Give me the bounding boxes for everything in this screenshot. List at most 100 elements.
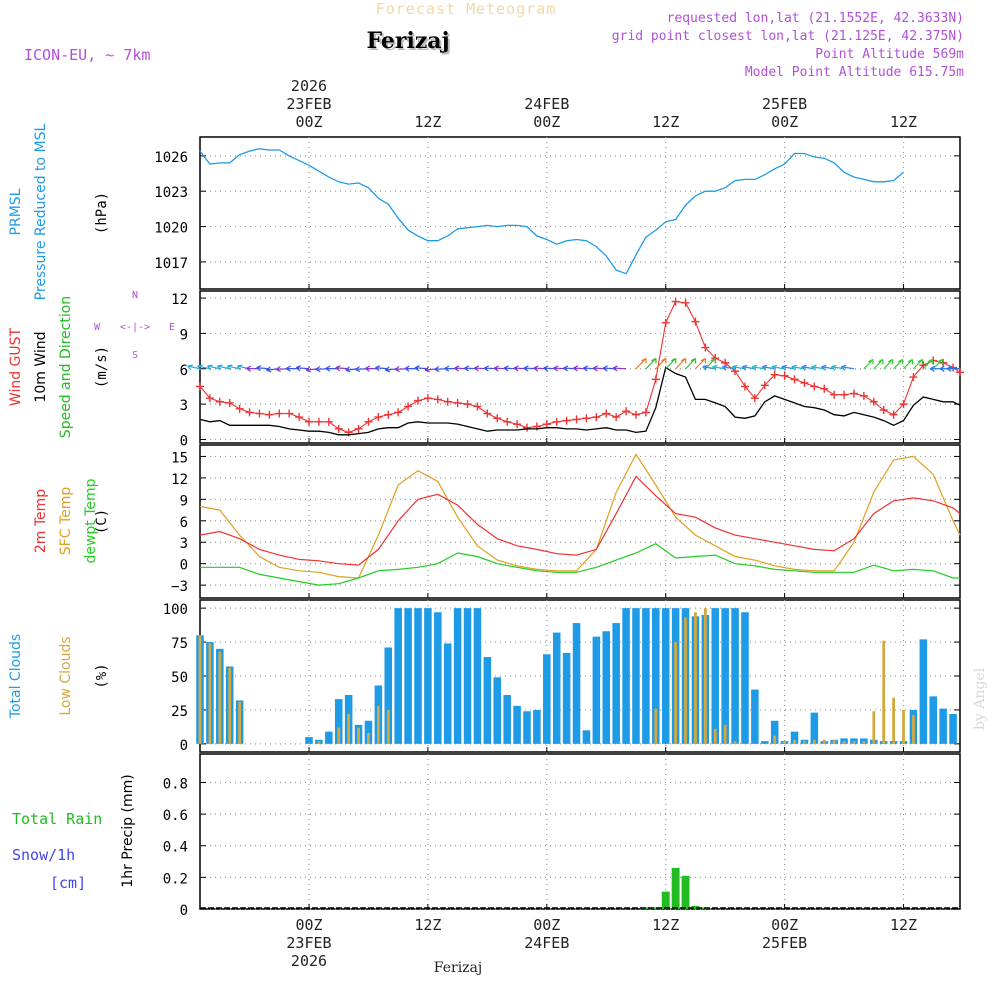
- y-tick-label: 0: [180, 433, 188, 449]
- total-clouds-bar: [473, 608, 482, 744]
- wind-direction-arrow: [335, 365, 349, 372]
- y-tick-label: 1023: [154, 185, 188, 201]
- wind-direction-arrow: [912, 358, 924, 370]
- bottom-hour-label: 00Z: [771, 916, 798, 934]
- gust-point: [295, 413, 304, 422]
- rain-bar: [671, 867, 680, 909]
- low-clouds-bar: [783, 741, 787, 744]
- total-clouds-bar: [810, 712, 819, 744]
- y-tick-label: 15: [171, 450, 188, 466]
- wind-direction-arrow: [922, 358, 934, 370]
- wind-direction-arrow: [655, 357, 667, 370]
- gust-point: [582, 414, 591, 423]
- top-year-label: 2026: [291, 77, 327, 95]
- gust-point: [671, 297, 680, 306]
- y-units-label: (m/s): [94, 346, 110, 388]
- y-tick-label: 0.8: [163, 776, 188, 792]
- wind-direction-arrow: [612, 365, 627, 372]
- bottom-hour-label: 12Z: [890, 916, 917, 934]
- total-clouds-label: Total Clouds: [8, 634, 24, 719]
- wind-direction-arrow: [903, 358, 914, 370]
- wind-direction-arrow: [187, 364, 201, 371]
- pressure-label-long: Pressure Reduced to MSL: [33, 123, 49, 300]
- top-hour-label: 00Z: [771, 113, 798, 131]
- wind-direction-arrow: [731, 364, 746, 371]
- total-clouds-bar: [334, 699, 343, 744]
- gust-point: [562, 416, 571, 425]
- wind-direction-arrow: [217, 364, 230, 371]
- bottom-hour-label: 00Z: [533, 916, 560, 934]
- wind-direction-arrow: [675, 357, 687, 370]
- gust-point: [235, 404, 244, 413]
- total-clouds-bar: [384, 647, 393, 744]
- compass-arrows: <-|->: [120, 322, 150, 333]
- gust-point: [334, 424, 343, 433]
- y-units-label: (hPa): [94, 192, 110, 234]
- gust-point: [433, 395, 442, 404]
- gust-point: [225, 398, 234, 407]
- bottom-hour-label: 12Z: [414, 916, 441, 934]
- total-clouds-bar: [790, 731, 799, 744]
- total-clouds-bar: [453, 608, 462, 744]
- gust-point: [443, 397, 452, 406]
- gust-point: [255, 409, 264, 418]
- gust-point: [641, 408, 650, 417]
- wind-direction-arrow: [761, 364, 775, 371]
- low-clouds-bar: [367, 733, 370, 744]
- top-hour-label: 12Z: [890, 113, 917, 131]
- low-clouds-bar: [347, 714, 351, 744]
- wind-direction-arrow: [722, 364, 736, 371]
- total-clouds-bar: [503, 695, 511, 744]
- y-tick-label: 100: [163, 602, 188, 618]
- wind-direction-arrow: [873, 358, 884, 370]
- total-clouds-bar: [949, 714, 957, 744]
- low-clouds-bar: [694, 612, 697, 744]
- gust-point: [830, 390, 839, 399]
- total-clouds-bar: [602, 631, 611, 744]
- wind-direction-arrow: [702, 364, 716, 371]
- gust-point: [453, 398, 462, 407]
- low-clouds-bar: [872, 711, 876, 744]
- y-tick-label: 3: [180, 398, 188, 414]
- y-tick-label: 0: [180, 903, 188, 919]
- low-clouds-bar: [723, 724, 727, 744]
- y-tick-label: 1017: [154, 256, 188, 272]
- low-clouds-bar: [654, 708, 658, 744]
- compass-west: W: [94, 322, 101, 333]
- gust-point: [483, 409, 492, 418]
- total-clouds-bar: [443, 643, 452, 744]
- y-tick-label: 0.2: [163, 871, 188, 887]
- gust-point: [215, 397, 224, 406]
- low-clouds-bar: [892, 697, 895, 744]
- low-clouds-bar: [684, 617, 687, 744]
- compass-east: E: [169, 322, 175, 333]
- low-clouds-bar: [317, 741, 321, 744]
- gust-point: [413, 396, 422, 405]
- gust-point: [423, 394, 432, 403]
- wind-direction-arrow: [883, 358, 894, 370]
- dewpoint-label: dewpt Temp: [83, 478, 99, 563]
- low-clouds-bar: [812, 739, 816, 744]
- gust-point: [374, 413, 383, 422]
- top-hour-label: 00Z: [295, 113, 322, 131]
- wind-direction-arrow: [781, 364, 795, 371]
- low-clouds-bar: [376, 705, 380, 744]
- low-clouds-bar: [357, 727, 360, 744]
- low-clouds-bar: [852, 741, 856, 744]
- bottom-day-label: 23FEB: [286, 934, 331, 952]
- sfc-temp-line: [199, 453, 961, 579]
- gust-point: [314, 417, 323, 426]
- total-clouds-bar: [770, 720, 779, 744]
- gust-point: [780, 371, 789, 380]
- gust-point: [542, 420, 551, 429]
- total-clouds-bar: [463, 608, 472, 744]
- compass-north: N: [132, 290, 138, 301]
- gust-point: [949, 363, 958, 372]
- total-clouds-bar: [483, 657, 492, 744]
- total-clouds-bar: [572, 623, 581, 744]
- pressure-label-short: PRMSL: [8, 188, 24, 235]
- gust-point: [691, 317, 700, 326]
- low-clouds-bar: [198, 635, 202, 744]
- low-clouds-bar: [337, 727, 341, 744]
